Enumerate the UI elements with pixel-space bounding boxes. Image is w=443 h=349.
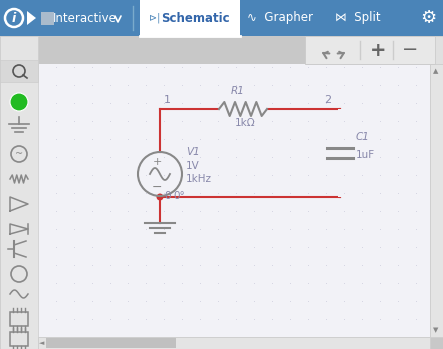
Bar [38, 64, 430, 337]
Text: +: + [370, 40, 386, 59]
Bar [10, 332, 28, 346]
Text: ▲: ▲ [433, 68, 439, 74]
Text: 1kHz: 1kHz [186, 174, 212, 184]
Text: ▼: ▼ [433, 327, 439, 333]
Bar [219, 100, 267, 118]
Bar [10, 312, 28, 326]
Text: i: i [12, 12, 16, 24]
Bar [0, 36, 38, 349]
Text: ◄: ◄ [39, 340, 45, 346]
Bar [435, 36, 443, 64]
Text: ⊳|: ⊳| [149, 13, 161, 23]
Text: 0°: 0° [173, 191, 185, 201]
Text: Interactive: Interactive [53, 12, 117, 24]
Text: 0: 0 [164, 191, 171, 201]
Text: 1: 1 [164, 95, 171, 105]
Text: 1kΩ: 1kΩ [235, 118, 255, 128]
Text: Schematic: Schematic [161, 12, 229, 24]
Text: ⋈  Split: ⋈ Split [335, 12, 381, 24]
Bar [38, 337, 430, 349]
Text: C1: C1 [356, 132, 370, 142]
Text: 1V: 1V [186, 161, 200, 171]
Text: −: − [402, 40, 418, 59]
Bar [338, 109, 342, 197]
Bar [140, 0, 240, 36]
Circle shape [156, 193, 163, 200]
Bar [305, 36, 435, 64]
Text: −: − [152, 180, 162, 193]
Text: R1: R1 [231, 86, 245, 96]
Text: ∿  Grapher: ∿ Grapher [247, 12, 313, 24]
Text: 1uF: 1uF [356, 150, 375, 160]
Text: +: + [152, 157, 162, 167]
Bar [430, 64, 443, 337]
Circle shape [10, 93, 28, 111]
Polygon shape [27, 11, 36, 25]
Text: ⚙: ⚙ [420, 9, 436, 27]
Bar [0, 0, 443, 36]
Text: V1: V1 [186, 147, 200, 157]
Bar [46, 338, 176, 348]
Bar [41, 12, 54, 25]
Text: 2: 2 [324, 95, 331, 105]
Text: ~: ~ [15, 149, 23, 159]
Bar [0, 60, 38, 82]
